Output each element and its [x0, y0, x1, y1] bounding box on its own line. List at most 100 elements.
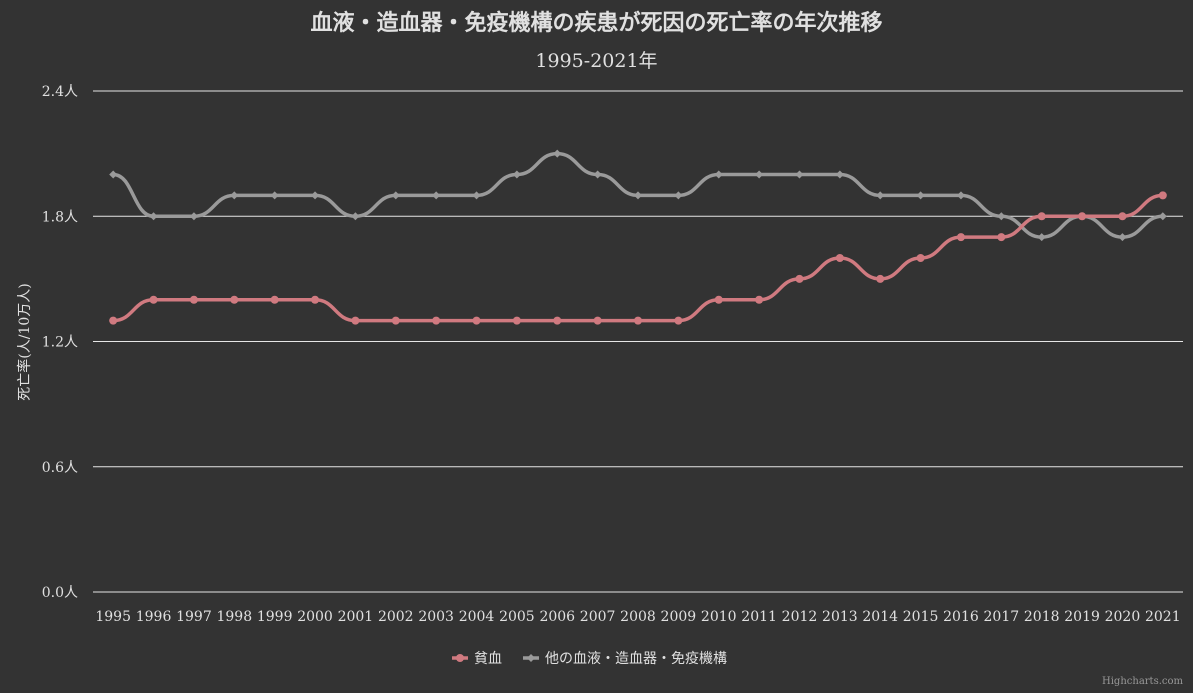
data-point[interactable] — [351, 316, 360, 325]
data-point[interactable] — [351, 212, 360, 221]
legend-item-1[interactable]: 他の血液・造血器・免疫機構 — [523, 651, 727, 667]
data-point[interactable] — [230, 191, 239, 200]
data-point[interactable] — [553, 316, 562, 325]
data-point[interactable] — [553, 149, 562, 158]
data-point[interactable] — [391, 316, 400, 325]
y-tick-label: 1.2人 — [42, 335, 78, 351]
data-point[interactable] — [149, 212, 158, 221]
x-tick-label: 2008 — [620, 609, 656, 625]
credits-link[interactable]: Highcharts.com — [1102, 676, 1183, 687]
legend-item-0[interactable]: 貧血 — [452, 651, 502, 667]
x-axis-ticks: 1995 1996 1997 1998 1999 2000 2001 2002 2003 2004… — [95, 609, 1180, 625]
data-point[interactable] — [876, 191, 885, 200]
y-tick-label: 2.4人 — [42, 84, 78, 100]
data-point[interactable] — [391, 191, 400, 200]
x-tick-label: 2018 — [1024, 609, 1060, 625]
x-tick-label: 2011 — [741, 609, 777, 625]
y-tick-label: 1.8人 — [42, 209, 78, 225]
x-tick-label: 1999 — [257, 609, 293, 625]
x-tick-label: 2006 — [539, 609, 575, 625]
data-point[interactable] — [876, 274, 885, 283]
data-point[interactable] — [189, 295, 198, 304]
data-point[interactable] — [593, 316, 602, 325]
data-point[interactable] — [1158, 191, 1167, 200]
x-tick-label: 2003 — [418, 609, 454, 625]
x-tick-label: 2009 — [661, 609, 697, 625]
data-point[interactable] — [714, 295, 723, 304]
data-point[interactable] — [270, 191, 279, 200]
x-tick-label: 2000 — [297, 609, 333, 625]
x-tick-label: 2015 — [903, 609, 939, 625]
data-point[interactable] — [674, 191, 683, 200]
data-point[interactable] — [1078, 212, 1087, 221]
data-point[interactable] — [714, 170, 723, 179]
data-point[interactable] — [634, 191, 642, 200]
data-point[interactable] — [593, 170, 602, 179]
data-point[interactable] — [432, 191, 441, 200]
data-point[interactable] — [189, 212, 198, 221]
x-tick-label: 2012 — [782, 609, 818, 625]
data-point[interactable] — [109, 170, 118, 179]
data-point[interactable] — [311, 295, 320, 304]
data-point[interactable] — [270, 295, 279, 304]
legend[interactable]: 貧血 他の血液・造血器・免疫機構 — [452, 651, 727, 667]
data-point[interactable] — [1037, 212, 1046, 221]
data-point[interactable] — [795, 274, 804, 283]
legend-label: 貧血 — [474, 651, 502, 667]
x-tick-label: 2013 — [822, 609, 858, 625]
data-point[interactable] — [795, 170, 804, 179]
data-point[interactable] — [472, 316, 481, 325]
data-point[interactable] — [956, 191, 965, 200]
x-tick-label: 2010 — [701, 609, 737, 625]
y-axis-ticks: 0.0人 0.6人 1.2人 1.8人 2.4人 — [42, 84, 78, 601]
data-point[interactable] — [512, 316, 521, 325]
data-point[interactable] — [755, 295, 764, 304]
y-axis-label: 死亡率(人/10万人) — [16, 283, 33, 400]
x-tick-label: 2021 — [1145, 609, 1181, 625]
series-1[interactable] — [109, 149, 1167, 242]
x-tick-label: 2004 — [459, 609, 495, 625]
data-point[interactable] — [674, 316, 683, 325]
x-tick-label: 2016 — [943, 609, 979, 625]
data-point[interactable] — [997, 212, 1006, 221]
data-point[interactable] — [472, 191, 481, 200]
data-point[interactable] — [1037, 233, 1046, 242]
x-tick-label: 2017 — [984, 609, 1020, 625]
x-tick-label: 1998 — [216, 609, 252, 625]
data-point[interactable] — [997, 233, 1006, 242]
data-point[interactable] — [956, 233, 965, 242]
x-tick-label: 2007 — [580, 609, 616, 625]
data-point[interactable] — [835, 170, 844, 179]
x-tick-label: 2014 — [862, 609, 898, 625]
chart-title: 血液・造血器・免疫機構の疾患が死因の死亡率の年次推移 — [310, 10, 882, 36]
data-point[interactable] — [1118, 212, 1127, 221]
data-point[interactable] — [149, 295, 158, 304]
data-point[interactable] — [755, 170, 764, 179]
data-point[interactable] — [916, 191, 925, 200]
data-point[interactable] — [1118, 233, 1127, 242]
series-0[interactable] — [109, 191, 1167, 325]
data-point[interactable] — [835, 254, 844, 262]
series-layer — [109, 149, 1167, 325]
x-tick-label: 2020 — [1105, 609, 1141, 625]
legend-label: 他の血液・造血器・免疫機構 — [545, 651, 727, 667]
data-point[interactable] — [634, 316, 642, 325]
data-point[interactable] — [311, 191, 320, 200]
data-point[interactable] — [916, 254, 925, 262]
y-tick-label: 0.0人 — [42, 585, 78, 601]
chart-subtitle: 1995-2021年 — [535, 50, 657, 72]
x-tick-label: 2001 — [338, 609, 374, 625]
data-point[interactable] — [109, 316, 118, 325]
data-point[interactable] — [1158, 212, 1167, 221]
legend-marker — [527, 654, 535, 662]
data-point[interactable] — [230, 295, 239, 304]
data-point[interactable] — [512, 170, 521, 179]
x-tick-label: 2002 — [378, 609, 414, 625]
x-tick-label: 1996 — [136, 609, 172, 625]
legend-marker — [456, 654, 464, 662]
x-tick-label: 2019 — [1064, 609, 1100, 625]
data-point[interactable] — [432, 316, 441, 325]
x-tick-label: 1995 — [95, 609, 131, 625]
